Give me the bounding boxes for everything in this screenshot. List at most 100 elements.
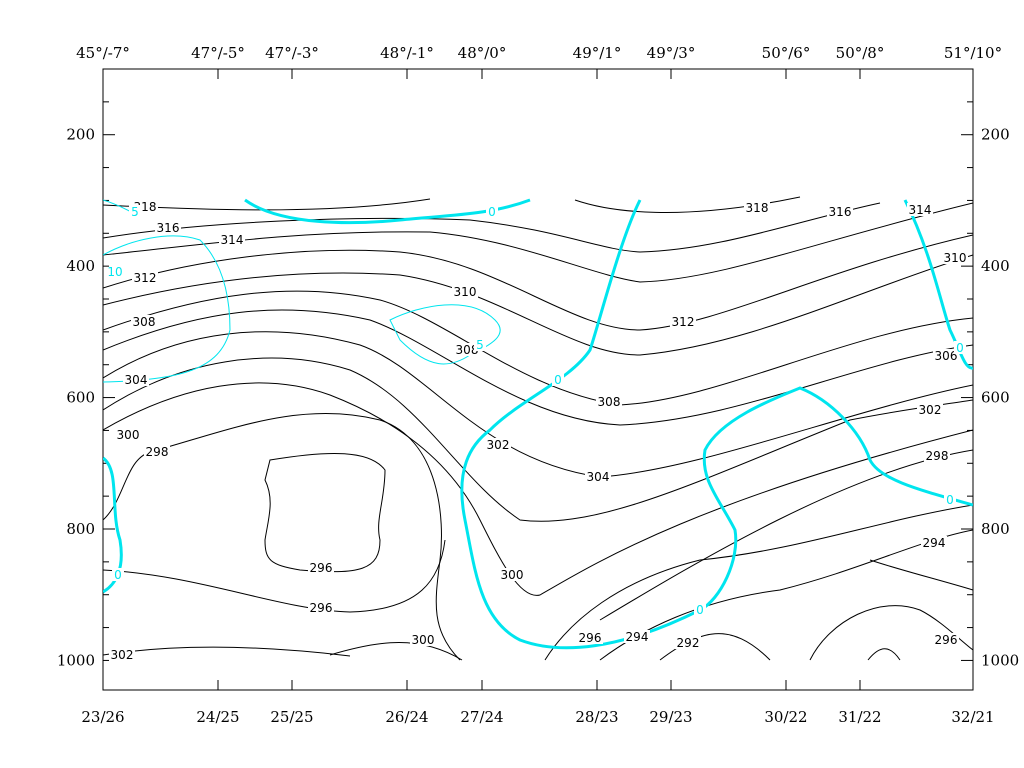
x-tick-label: 23/26 (81, 708, 124, 726)
label-bg (308, 561, 334, 574)
y-tick-label: 800 (981, 520, 1010, 538)
label-bg (744, 201, 770, 214)
label-bg (596, 395, 622, 408)
label-bg (954, 341, 966, 354)
label-bg (485, 438, 511, 451)
wind-label: 0 (114, 568, 122, 582)
wind-contour (103, 456, 123, 594)
contour-label: 296 (579, 631, 602, 645)
label-bg (944, 493, 956, 506)
label-bg (474, 338, 486, 351)
isentrope (869, 559, 973, 591)
contour-label: 296 (935, 633, 958, 647)
isentrope (544, 504, 973, 661)
contour-label: 310 (944, 251, 967, 265)
isentrope (103, 382, 973, 596)
label-bg (219, 233, 245, 246)
x-tick-label: 27/24 (460, 708, 503, 726)
contour-label: 296 (310, 561, 333, 575)
label-bg (144, 445, 170, 458)
label-bg (308, 601, 334, 614)
y-tick-label: 600 (66, 389, 95, 407)
wind-label: 0 (696, 603, 704, 617)
label-bg (112, 568, 124, 581)
contour-label: 308 (133, 315, 156, 329)
contour-label: 318 (746, 201, 769, 215)
label-bg (499, 568, 525, 581)
x-tick-label: 30/22 (764, 708, 807, 726)
contour-label: 296 (310, 601, 333, 615)
top-tick-label: 51°/10° (944, 44, 1002, 62)
top-tick-label: 50°/8° (836, 44, 885, 62)
isentrope (103, 412, 461, 661)
wind-label: 5 (131, 205, 139, 219)
contour-label: 302 (111, 648, 134, 662)
label-bg (921, 536, 947, 549)
contour-label: 304 (125, 373, 148, 387)
contour-label: 298 (146, 445, 169, 459)
top-tick-label: 47°/-5° (191, 44, 245, 62)
contour-label: 308 (456, 343, 479, 357)
isentrope (103, 357, 973, 522)
contour-label: 298 (926, 449, 949, 463)
isentrope (659, 633, 771, 661)
contour-label: 294 (923, 536, 946, 550)
x-tick-label: 26/24 (385, 708, 428, 726)
x-tick-label: 24/25 (196, 708, 239, 726)
label-bg (132, 271, 158, 284)
plot-frame (102, 68, 974, 691)
wind-label: 10 (107, 265, 122, 279)
label-bg (907, 203, 933, 216)
top-tick-label: 49°/1° (573, 44, 622, 62)
label-bg (585, 470, 611, 483)
y-tick-label: 800 (66, 520, 95, 538)
y-tick-label: 1000 (57, 651, 95, 669)
isentrope (103, 646, 351, 657)
top-tick-label: 48°/-1° (380, 44, 434, 62)
top-tick-label: 45°/-7° (76, 44, 130, 62)
y-tick-label: 200 (66, 126, 95, 144)
x-tick-label: 31/22 (838, 708, 881, 726)
isentrope (103, 234, 973, 331)
isentrope (103, 539, 446, 613)
wind-label: 0 (488, 205, 496, 219)
contour-label: 302 (919, 403, 942, 417)
x-tick-label: 32/21 (951, 708, 994, 726)
x-tick-label: 25/25 (270, 708, 313, 726)
wind-label: 0 (956, 341, 964, 355)
contour-label: 292 (677, 636, 700, 650)
contour-label: 308 (598, 395, 621, 409)
isentrope (264, 452, 386, 573)
label-bg (454, 343, 480, 356)
contour-label: 314 (221, 233, 244, 247)
label-bg (109, 648, 135, 661)
label-bg (675, 636, 701, 649)
isentrope (103, 202, 881, 253)
label-bg (129, 205, 141, 218)
isentrope (103, 290, 973, 406)
wind-contour (460, 199, 973, 650)
y-tick-label: 1000 (981, 651, 1019, 669)
label-bg (123, 373, 149, 386)
isentrope (599, 449, 973, 621)
label-bg (933, 633, 959, 646)
wind-contour (389, 304, 501, 365)
top-tick-label: 47°/-3° (265, 44, 319, 62)
isentrope (329, 642, 463, 661)
isentrope (103, 331, 973, 478)
wind-label: 0 (946, 493, 954, 507)
wind-label: 0 (554, 373, 562, 387)
label-bg (552, 373, 564, 386)
isentrope (599, 529, 973, 661)
label-bg (917, 403, 943, 416)
label-bg (155, 221, 181, 234)
top-tick-label: 49°/3° (647, 44, 696, 62)
label-bg (933, 349, 959, 362)
wind-contour (903, 199, 973, 370)
label-bg (670, 315, 696, 328)
label-bg (827, 205, 853, 218)
contour-label: 306 (935, 349, 958, 363)
contour-label: 302 (487, 438, 510, 452)
isentrope (867, 648, 901, 661)
